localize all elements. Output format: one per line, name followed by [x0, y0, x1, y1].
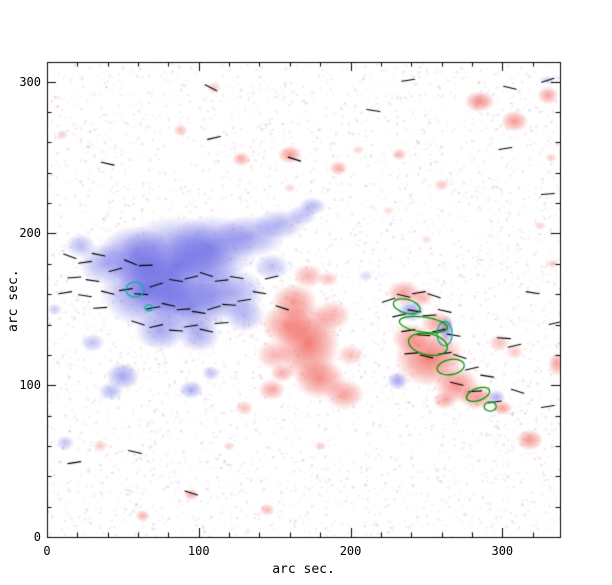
y-tick-label: 0 — [33, 530, 41, 544]
y-tick-label: 300 — [19, 74, 41, 89]
x-tick-label: 300 — [491, 544, 514, 558]
y-tick-label: 200 — [19, 226, 41, 241]
x-axis-label: arc sec. — [272, 562, 335, 577]
y-tick-label: 100 — [19, 378, 41, 393]
x-tick-label: 0 — [43, 544, 51, 558]
x-tick-label: 200 — [339, 544, 362, 558]
x-tick-label: 100 — [187, 544, 210, 558]
y-axis-label: arc sec. — [6, 269, 21, 332]
